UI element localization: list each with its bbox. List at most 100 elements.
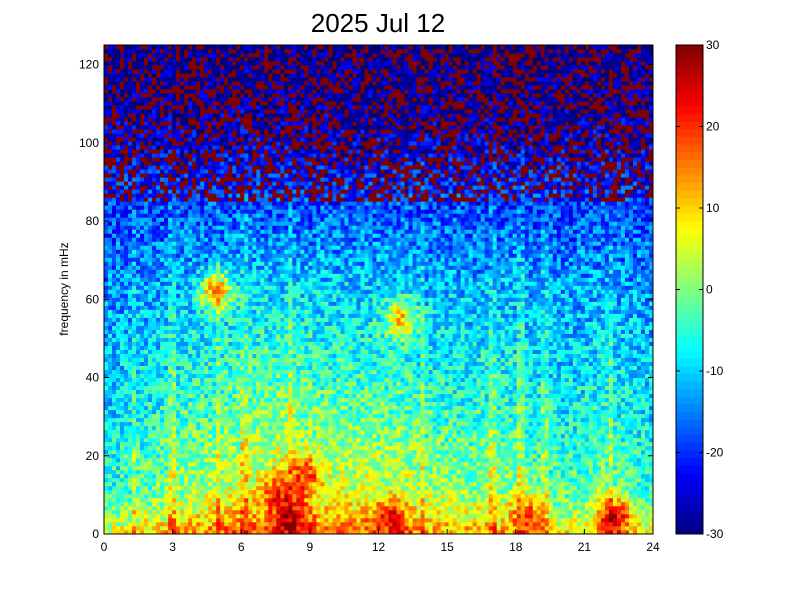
heatmap-cell [152, 369, 157, 375]
heatmap-cell [160, 461, 165, 467]
heatmap-cell [120, 161, 125, 166]
heatmap-cell [108, 501, 113, 507]
heatmap-cell [104, 185, 109, 190]
heatmap-cell [248, 117, 253, 122]
heatmap-cell [132, 197, 137, 202]
heatmap-cell [172, 165, 177, 170]
heatmap-cell [192, 165, 197, 170]
heatmap-cell [248, 181, 253, 186]
heatmap-cell [212, 181, 217, 186]
heatmap-cell [108, 489, 113, 495]
heatmap-cell [132, 393, 137, 399]
heatmap-cell [124, 213, 129, 218]
heatmap-cell [148, 169, 153, 174]
heatmap-cell [252, 425, 257, 431]
heatmap-cell [128, 245, 133, 250]
heatmap-cell [212, 469, 217, 475]
heatmap-cell [168, 301, 173, 306]
heatmap-cell [132, 105, 137, 110]
heatmap-cell [188, 229, 193, 234]
heatmap-cell [216, 165, 221, 170]
heatmap-cell [128, 357, 133, 362]
heatmap-cell [164, 353, 169, 358]
heatmap-cell [176, 341, 181, 346]
heatmap-cell [176, 101, 181, 106]
heatmap-cell [172, 365, 177, 371]
heatmap-cell [172, 173, 177, 178]
heatmap-cell [228, 465, 233, 471]
heatmap-cell [152, 453, 157, 459]
heatmap-cell [124, 505, 129, 511]
heatmap-cell [256, 173, 261, 178]
heatmap-cell [256, 365, 261, 371]
heatmap-cell [248, 125, 253, 130]
heatmap-cell [148, 217, 153, 222]
heatmap-cell [208, 253, 213, 258]
heatmap-cell [148, 321, 153, 326]
heatmap-cell [112, 121, 117, 126]
heatmap-cell [120, 349, 125, 354]
heatmap-cell [104, 129, 109, 134]
heatmap-cell [136, 369, 141, 375]
heatmap-cell [116, 501, 121, 507]
heatmap-cell [128, 449, 133, 455]
heatmap-cell [240, 481, 245, 487]
heatmap-cell [252, 285, 257, 290]
heatmap-cell [220, 177, 225, 182]
heatmap-cell [188, 433, 193, 439]
heatmap-cell [220, 217, 225, 222]
heatmap-cell [172, 269, 177, 274]
heatmap-cell [260, 361, 265, 367]
heatmap-cell [240, 221, 245, 226]
heatmap-cell [140, 461, 145, 467]
heatmap-cell [236, 329, 241, 334]
heatmap-cell [232, 61, 237, 66]
heatmap-cell [152, 325, 157, 330]
heatmap-cell [204, 361, 209, 367]
heatmap-cell [208, 189, 213, 194]
heatmap-cell [180, 225, 185, 230]
heatmap-cell [116, 361, 121, 367]
heatmap-cell [192, 497, 197, 503]
heatmap-cell [180, 389, 185, 395]
heatmap-cell [116, 477, 121, 483]
heatmap-cell [168, 437, 173, 443]
heatmap-cell [176, 305, 181, 310]
heatmap-cell [228, 249, 233, 254]
heatmap-cell [168, 413, 173, 419]
heatmap-cell [252, 429, 257, 435]
heatmap-cell [112, 189, 117, 194]
heatmap-cell [164, 229, 169, 234]
heatmap-cell [124, 241, 129, 246]
heatmap-cell [156, 405, 161, 411]
heatmap-cell [264, 513, 269, 519]
heatmap-cell [164, 253, 169, 258]
heatmap-cell [124, 357, 129, 362]
heatmap-cell [252, 189, 257, 194]
heatmap-cell [204, 525, 209, 531]
heatmap-cell [148, 229, 153, 234]
heatmap-cell [148, 237, 153, 242]
heatmap-cell [168, 421, 173, 427]
heatmap-cell [184, 397, 189, 403]
heatmap-cell [148, 209, 153, 214]
heatmap-cell [216, 329, 221, 334]
heatmap-cell [144, 105, 149, 110]
heatmap-cell [196, 425, 201, 431]
heatmap-cell [208, 505, 213, 511]
heatmap-cell [128, 189, 133, 194]
heatmap-cell [180, 245, 185, 250]
heatmap-cell [264, 233, 269, 238]
heatmap-cell [164, 133, 169, 138]
heatmap-cell [192, 89, 197, 94]
heatmap-cell [128, 157, 133, 162]
heatmap-cell [144, 321, 149, 326]
heatmap-cell [188, 493, 193, 499]
heatmap-cell [200, 353, 205, 358]
heatmap-cell [164, 97, 169, 102]
heatmap-cell [128, 277, 133, 282]
heatmap-cell [136, 301, 141, 306]
heatmap-cell [204, 393, 209, 399]
heatmap-cell [116, 445, 121, 451]
heatmap-cell [224, 449, 229, 455]
